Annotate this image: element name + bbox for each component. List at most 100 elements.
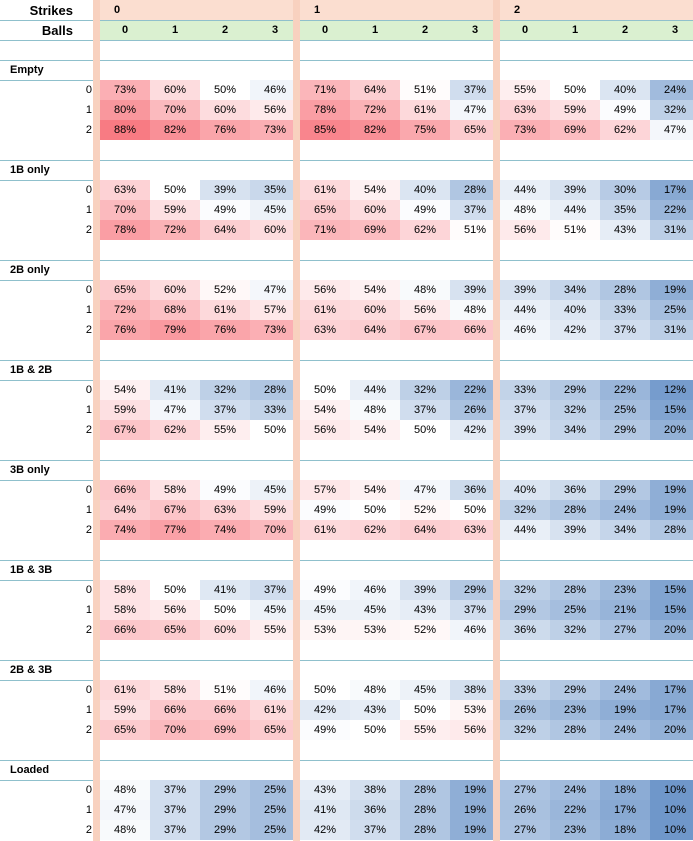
probability-cell: 37% [150,820,200,840]
probability-cell: 33% [500,680,550,700]
probability-cell: 15% [650,580,693,600]
probability-cell: 59% [150,200,200,220]
probability-cell: 69% [550,120,600,140]
outs-label: 1 [85,604,92,616]
probability-cell: 63% [500,100,550,120]
probability-cell: 41% [200,580,250,600]
probability-cell: 28% [450,180,500,200]
outs-label: 0 [85,584,92,596]
probability-cell: 74% [100,520,150,540]
probability-cell: 38% [450,680,500,700]
probability-cell: 34% [550,420,600,440]
probability-cell: 62% [150,420,200,440]
probability-cell: 36% [350,800,400,820]
probability-cell: 29% [200,800,250,820]
column-separator [93,0,100,841]
outs-label: 1 [85,104,92,116]
probability-cell: 65% [100,720,150,740]
gridline [0,360,693,361]
probability-cell: 51% [200,680,250,700]
balls-label: Balls [41,22,73,38]
probability-cell: 85% [300,120,350,140]
probability-cell: 66% [200,700,250,720]
probability-cell: 19% [450,820,500,840]
probability-cell: 63% [300,320,350,340]
probability-cell: 52% [400,620,450,640]
base-state-label: Loaded [10,764,50,776]
probability-cell: 32% [550,620,600,640]
probability-cell: 37% [150,800,200,820]
probability-cell: 17% [600,800,650,820]
outs-label: 2 [85,824,92,836]
probability-cell: 19% [450,780,500,800]
probability-cell: 37% [450,600,500,620]
probability-cell: 37% [450,200,500,220]
probability-cell: 55% [200,420,250,440]
probability-cell: 54% [350,480,400,500]
probability-cell: 37% [400,400,450,420]
balls-header-1-3: 3 [471,24,479,36]
probability-cell: 48% [100,820,150,840]
probability-cell: 65% [300,200,350,220]
outs-label: 2 [85,724,92,736]
probability-cell: 22% [650,200,693,220]
probability-cell: 53% [450,700,500,720]
strikes-header-1: 1 [314,4,321,16]
probability-cell: 37% [450,80,500,100]
probability-cell: 28% [600,280,650,300]
probability-cell: 59% [100,700,150,720]
probability-cell: 62% [600,120,650,140]
gridline [0,20,693,21]
probability-cell: 60% [250,220,300,240]
probability-cell: 28% [400,780,450,800]
probability-cell: 66% [100,620,150,640]
probability-cell: 24% [550,780,600,800]
probability-cell: 39% [200,180,250,200]
probability-cell: 32% [500,500,550,520]
probability-cell: 33% [250,400,300,420]
probability-cell: 48% [100,780,150,800]
gridline [0,260,693,261]
probability-cell: 67% [400,320,450,340]
probability-cell: 45% [250,480,300,500]
probability-cell: 37% [350,820,400,840]
probability-cell: 55% [250,620,300,640]
probability-cell: 24% [600,500,650,520]
probability-cell: 64% [200,220,250,240]
probability-cell: 49% [400,200,450,220]
probability-cell: 60% [350,200,400,220]
probability-cell: 36% [500,620,550,640]
probability-cell: 22% [600,380,650,400]
probability-cell: 61% [300,520,350,540]
probability-cell: 59% [100,400,150,420]
probability-cell: 68% [150,300,200,320]
probability-cell: 70% [150,100,200,120]
probability-cell: 56% [500,220,550,240]
probability-cell: 31% [650,220,693,240]
probability-cell: 25% [650,300,693,320]
probability-cell: 75% [400,120,450,140]
probability-cell: 47% [150,400,200,420]
balls-header-2-0: 0 [521,24,529,36]
base-state-label: 2B & 3B [10,664,53,676]
probability-cell: 37% [150,780,200,800]
probability-cell: 39% [500,280,550,300]
probability-cell: 54% [350,420,400,440]
probability-cell: 50% [150,580,200,600]
probability-cell: 65% [100,280,150,300]
probability-cell: 41% [150,380,200,400]
probability-cell: 25% [250,780,300,800]
probability-cell: 37% [200,400,250,420]
probability-cell: 49% [300,580,350,600]
probability-cell: 47% [250,280,300,300]
probability-cell: 33% [500,380,550,400]
probability-cell: 57% [300,480,350,500]
probability-cell: 67% [100,420,150,440]
probability-cell: 35% [250,180,300,200]
strikes-label: Strikes [29,2,73,18]
probability-cell: 59% [550,100,600,120]
probability-cell: 65% [450,120,500,140]
outs-label: 2 [85,624,92,636]
probability-cell: 44% [350,380,400,400]
probability-cell: 66% [450,320,500,340]
